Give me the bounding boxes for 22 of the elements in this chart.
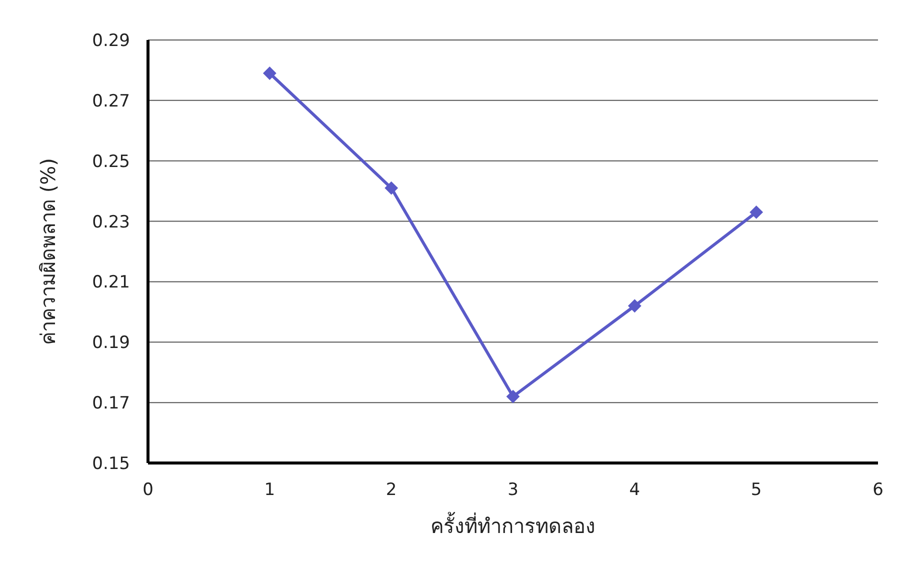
point	[750, 206, 763, 219]
x-tick-label: 5	[750, 480, 762, 500]
y-tick-label: 0.19	[92, 333, 130, 354]
x-tick-label: 1	[264, 480, 276, 500]
x-tick-label: 3	[508, 480, 518, 500]
y-tick-label: 0.29	[92, 31, 130, 52]
x-tick-label: 0	[142, 480, 154, 500]
x-tick-label: 6	[872, 480, 884, 500]
y-tick-label: 0.23	[92, 212, 130, 232]
point	[263, 66, 276, 80]
point	[384, 182, 398, 195]
y-tick-label: 0.21	[92, 272, 130, 293]
x-tick-label: 4	[629, 480, 640, 500]
point	[628, 299, 642, 312]
x-axis-title: ครั้งที่ทำการทดลอง	[430, 512, 596, 538]
y-axis-title: ค่าความผิดพลาด (%)	[36, 158, 60, 345]
x-tick-label: 2	[386, 480, 397, 500]
y-tick-label: 0.27	[92, 91, 130, 112]
y-tick-label: 0.25	[92, 152, 130, 172]
point	[506, 390, 520, 404]
y-tick-label: 0.15	[92, 454, 130, 474]
y-tick-label: 0.17	[92, 394, 130, 414]
